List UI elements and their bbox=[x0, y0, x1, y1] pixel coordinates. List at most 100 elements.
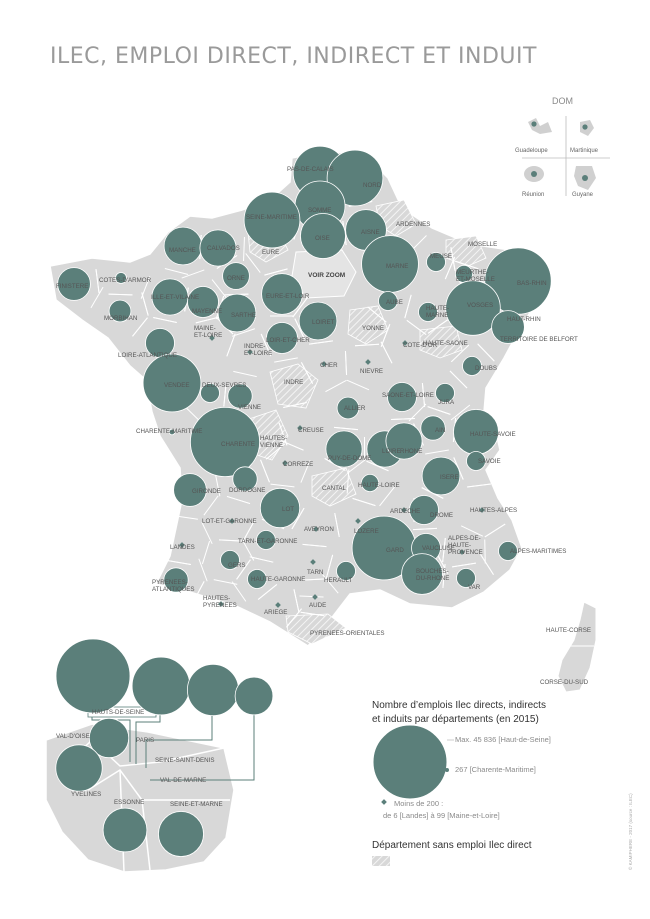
label-allier: ALLIER bbox=[344, 405, 366, 412]
label-meurthe-et-moselle: MEURTHE-ET-MOSELLE bbox=[456, 269, 495, 283]
bubble-jura bbox=[435, 383, 455, 403]
idf-bubble-seine-saint-denis bbox=[186, 664, 239, 717]
label-lot-et-garonne: LOT-ET-GARONNE bbox=[202, 518, 257, 525]
bubble-meuse bbox=[426, 252, 446, 272]
label-charente-maritime: CHARENTE-MARITIME bbox=[136, 428, 202, 435]
bubble-ain bbox=[420, 415, 446, 441]
department-border bbox=[380, 341, 393, 364]
label-puy-de-dome: PUY-DE-DOME bbox=[328, 455, 371, 462]
department-border bbox=[450, 344, 470, 363]
department-border bbox=[286, 608, 302, 628]
department-border bbox=[460, 525, 484, 537]
department-bubbles bbox=[57, 145, 552, 608]
label-cher: CHER bbox=[320, 362, 338, 369]
label-hautes-alpes: HAUTES-ALPES bbox=[470, 507, 517, 514]
label-gard: GARD bbox=[386, 547, 404, 554]
hatch-moselle bbox=[445, 235, 487, 267]
department-border bbox=[278, 422, 288, 446]
label-orne: ORNE bbox=[227, 275, 245, 282]
bubble-eure-et-loir bbox=[261, 273, 303, 315]
department-border bbox=[484, 523, 506, 538]
department-border bbox=[231, 581, 247, 602]
label-saone-et-loire: SAONE-ET-LOIRE bbox=[382, 392, 434, 399]
department-border bbox=[299, 595, 324, 598]
label-haute-saone: HAUTE-SAONE bbox=[423, 340, 468, 347]
label-vosges: VOSGES bbox=[467, 302, 493, 309]
label-haute-corse: HAUTE-CORSE bbox=[546, 627, 591, 634]
department-border bbox=[226, 333, 236, 357]
department-border bbox=[132, 317, 148, 337]
department-border bbox=[245, 253, 261, 273]
label-indre-et-loire: INDRE-ET-LOIRE bbox=[244, 343, 272, 357]
department-border bbox=[334, 426, 358, 431]
department-labels: PAS-DE-CALAIS NORD SOMME SEINE-MARITIME OISE… bbox=[56, 166, 591, 686]
bubble-savoie bbox=[466, 451, 486, 471]
hatch-pyrenees-orientales bbox=[285, 613, 347, 645]
label-maine-et-loire: MAINE-ET-LOIRE bbox=[194, 325, 222, 339]
bubble-saone-et-loire bbox=[387, 382, 417, 412]
bubble-sarthe bbox=[217, 293, 257, 333]
label-eure: EURE bbox=[262, 249, 279, 256]
department-border bbox=[294, 318, 306, 341]
department-border bbox=[390, 417, 416, 421]
label-seine-maritime: SEINE-MARITIME bbox=[246, 214, 297, 221]
label-rhone: RHONE bbox=[400, 448, 422, 455]
marker-maine-et-loire bbox=[209, 335, 215, 341]
label-haute-marne: HAUTE-MARNE bbox=[426, 305, 449, 319]
idf-bubble-paris bbox=[131, 656, 191, 716]
label-haut-rhin: HAUT-RHIN bbox=[507, 316, 541, 323]
bubble-var bbox=[456, 568, 476, 588]
department-border bbox=[346, 379, 370, 391]
dom-label-reunion: Réunion bbox=[522, 192, 544, 198]
bubble-haute-marne bbox=[418, 302, 438, 322]
department-border bbox=[274, 357, 298, 363]
label-manche: MANCHE bbox=[169, 247, 196, 254]
label-var: VAR bbox=[468, 584, 481, 591]
department-border bbox=[467, 483, 491, 488]
department-border bbox=[301, 578, 327, 581]
label-pyrenees-atlantiques: PYRENEES-ATLANTIQUES bbox=[152, 579, 195, 593]
bubble-finistere bbox=[57, 267, 91, 301]
department-border bbox=[291, 507, 305, 530]
bubble-doubs bbox=[462, 356, 482, 376]
department-border bbox=[195, 316, 220, 324]
label-vienne: VIENNE bbox=[238, 404, 261, 411]
department-border bbox=[242, 519, 256, 542]
bubble-mayenne bbox=[187, 286, 219, 318]
label-aude: AUDE bbox=[309, 602, 326, 609]
department-border bbox=[95, 269, 100, 293]
bubble-vendee bbox=[142, 353, 202, 413]
department-border bbox=[167, 559, 191, 566]
label-herault: HERAULT bbox=[324, 577, 353, 584]
marker-creuse bbox=[297, 425, 303, 431]
label-somme: SOMME bbox=[308, 207, 331, 214]
label-calvados: CALVADOS bbox=[207, 245, 240, 252]
legend-hatch-swatch bbox=[372, 856, 390, 866]
label-nievre: NIEVRE bbox=[360, 368, 383, 375]
idf-bubble-yvelines bbox=[55, 744, 103, 792]
page-title: ILEC, EMPLOI DIRECT, INDIRECT ET INDUIT bbox=[50, 44, 537, 69]
corsica-shape bbox=[557, 601, 597, 693]
department-border bbox=[425, 449, 449, 455]
voir-zoom-label: VOIR ZOOM bbox=[308, 272, 345, 279]
label-hautes-pyrenees: HAUTES-PYRENEES bbox=[203, 595, 237, 609]
label-ain: AIN bbox=[435, 427, 445, 434]
label-morbihan: MORBIHAN bbox=[104, 315, 137, 322]
bubble-drome bbox=[409, 495, 439, 525]
legend-title-line1: Nombre d’emplois Ilec directs, indirects bbox=[372, 700, 546, 711]
label-lozere: LOZERE bbox=[354, 528, 379, 535]
department-border bbox=[455, 260, 479, 270]
label-isere: ISERE bbox=[440, 474, 459, 481]
label-haute-garonne: HAUTE-GARONNE bbox=[251, 576, 305, 583]
bubble-charente-maritime bbox=[168, 428, 176, 436]
department-border bbox=[281, 440, 304, 451]
department-border bbox=[380, 324, 391, 347]
marker-tarn bbox=[310, 559, 316, 565]
label-territoire-de-belfort: TERRITOIRE DE BELFORT bbox=[500, 336, 578, 343]
department-border bbox=[344, 350, 348, 376]
label-cantal: CANTAL bbox=[322, 485, 347, 492]
bubble-deux-sevres bbox=[200, 383, 220, 403]
label-gers: GERS bbox=[228, 562, 246, 569]
legend-title-line2: et induits par départements (en 2015) bbox=[372, 714, 539, 725]
